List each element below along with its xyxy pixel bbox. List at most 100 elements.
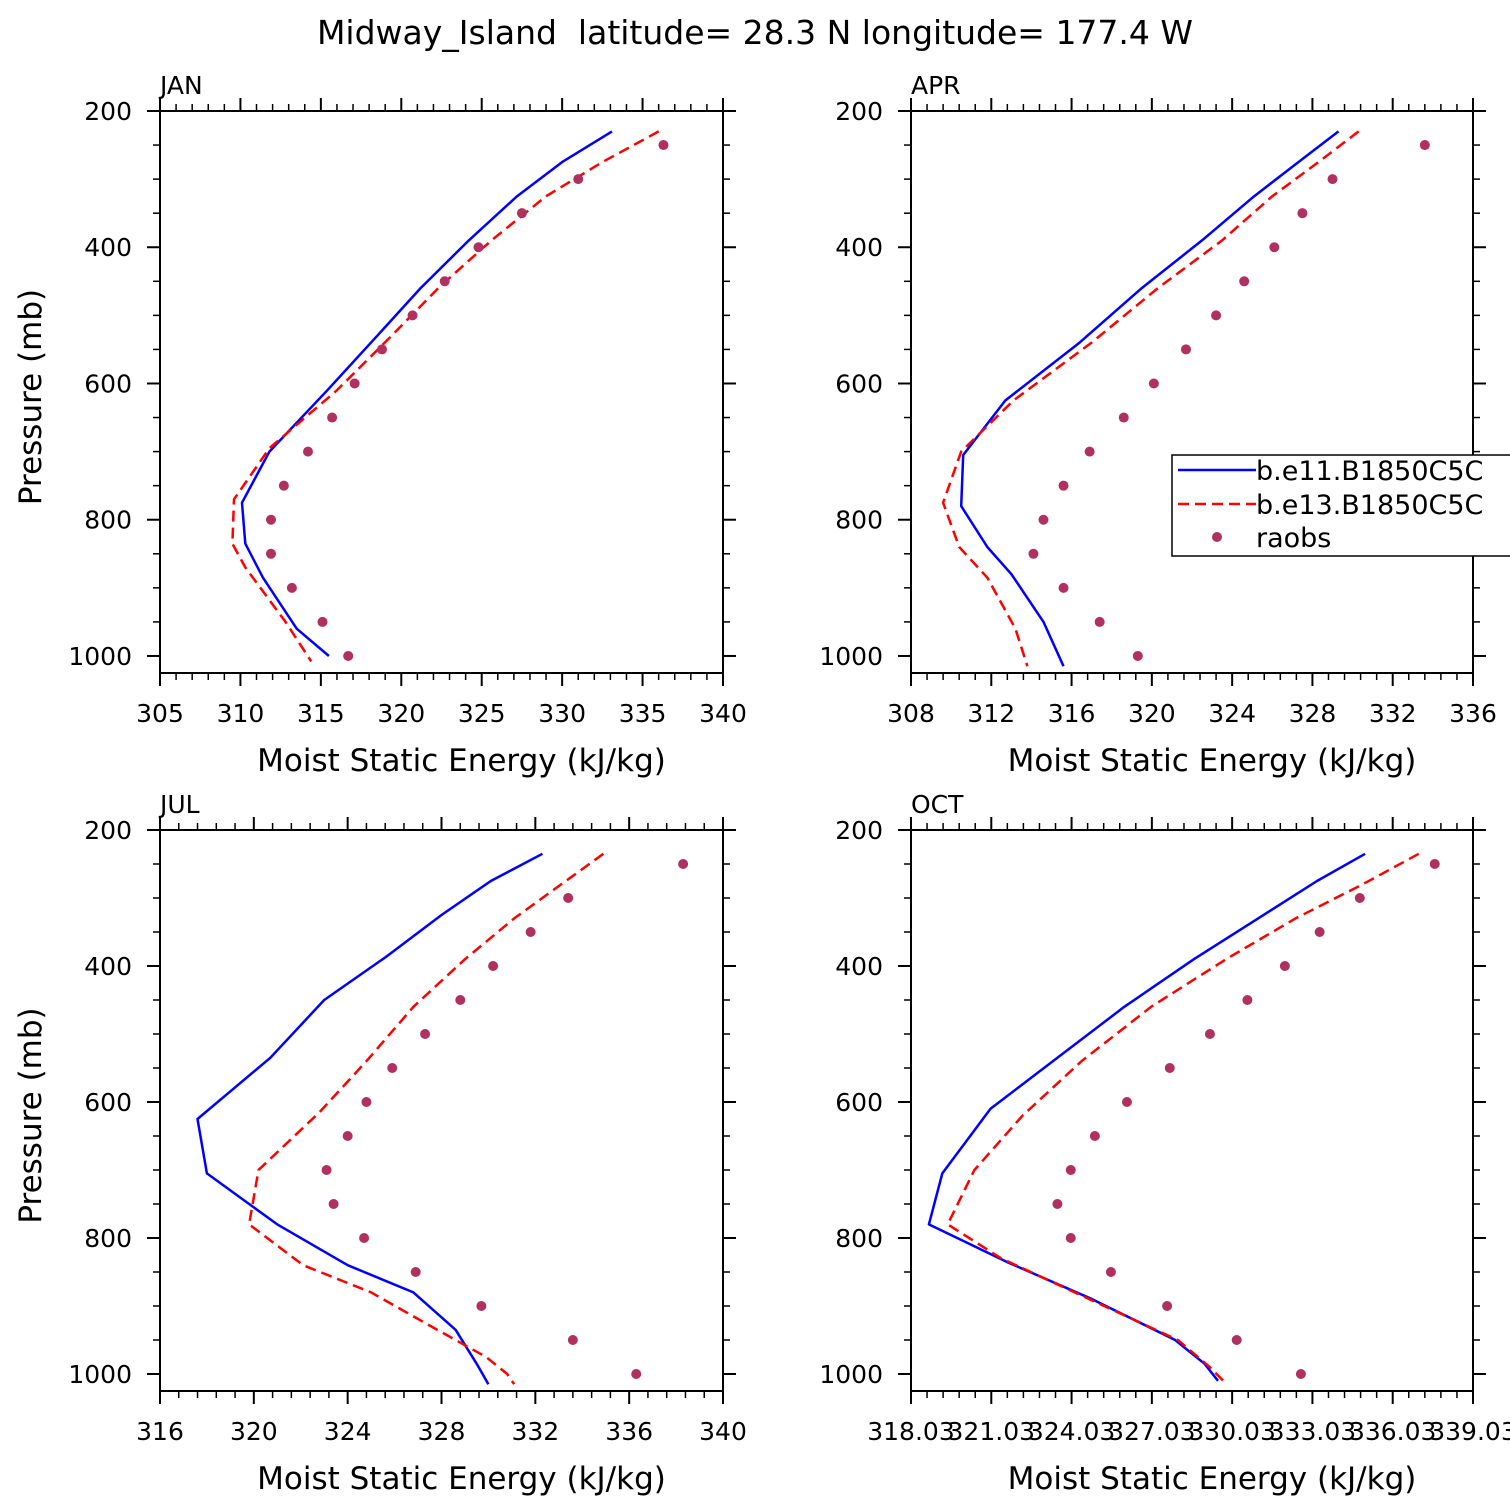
- legend-label-series2: b.e13.B1850C5C: [1256, 490, 1483, 521]
- x-tick-label: 324: [1208, 699, 1256, 728]
- x-axis-title: Moist Static Energy (kJ/kg): [257, 1461, 666, 1497]
- x-tick-label: 324: [324, 1417, 372, 1446]
- raobs-point: [1084, 446, 1095, 457]
- raobs-point: [410, 1267, 421, 1277]
- raobs-point: [302, 446, 313, 457]
- raobs-point: [1419, 140, 1430, 151]
- x-tick-label: 320: [1128, 699, 1176, 728]
- x-tick-label: 316: [136, 1417, 184, 1446]
- panel-jan: JAN 305 310 315 320 325 330 335 340 200 400 600 800 1…: [13, 71, 747, 779]
- panels: JAN 305 310 315 320 325 330 335 340 200 400 600 800 1…: [13, 71, 1510, 1497]
- x-tick-label: 336.03: [1349, 1417, 1436, 1446]
- raobs-point: [321, 1165, 332, 1175]
- raobs-point: [1094, 616, 1105, 627]
- raobs-point: [1231, 1335, 1242, 1345]
- raobs-point: [1279, 961, 1290, 971]
- plot-frame: [910, 829, 1474, 1392]
- x-tick-label: 321.03: [948, 1417, 1035, 1446]
- figure-title: Midway_Island latitude= 28.3 N longitude…: [317, 13, 1193, 52]
- x-tick-label: 318.03: [867, 1417, 954, 1446]
- series-line-b-e11: [240, 130, 613, 657]
- x-tick-label: 332: [511, 1417, 559, 1446]
- raobs-point: [1429, 859, 1440, 869]
- y-tick-label: 200: [84, 97, 132, 126]
- y-tick-label: 800: [835, 506, 883, 535]
- raobs-point: [407, 310, 418, 321]
- raobs-point: [476, 1301, 487, 1311]
- raobs-point: [1058, 582, 1069, 593]
- raobs-point: [317, 616, 328, 627]
- y-tick-label: 200: [835, 97, 883, 126]
- x-tick-label: 330.03: [1188, 1417, 1275, 1446]
- raobs-point: [1121, 1097, 1132, 1107]
- x-tick-label: 339.03: [1429, 1417, 1510, 1446]
- x-tick-label: 320: [377, 699, 425, 728]
- raobs-point: [488, 961, 499, 971]
- raobs-point: [1164, 1063, 1175, 1073]
- y-tick-label: 1000: [819, 1360, 883, 1389]
- raobs-point: [1327, 174, 1338, 185]
- x-tick-label: 328: [418, 1417, 466, 1446]
- y-tick-label: 600: [835, 369, 883, 398]
- series-line-b-e13: [247, 852, 605, 1385]
- y-tick-label: 400: [84, 233, 132, 262]
- x-tick-label: 324.03: [1028, 1417, 1115, 1446]
- x-tick-label: 335: [619, 699, 667, 728]
- x-tick-label: 308: [887, 699, 935, 728]
- x-tick-label: 312: [967, 699, 1015, 728]
- raobs-point: [563, 893, 574, 903]
- y-tick-label: 600: [835, 1088, 883, 1117]
- raobs-point: [278, 480, 289, 491]
- y-tick-label: 400: [835, 952, 883, 981]
- raobs-point: [1239, 276, 1250, 287]
- y-tick-label: 800: [84, 1224, 132, 1253]
- raobs-point: [525, 927, 536, 937]
- raobs-point: [1269, 242, 1280, 253]
- x-tick-label: 328: [1289, 699, 1337, 728]
- raobs-point: [1180, 344, 1191, 355]
- x-tick-label: 316: [1048, 699, 1096, 728]
- series-line-b-e13: [946, 852, 1420, 1382]
- y-axis-title: Pressure (mb): [13, 289, 49, 505]
- legend-marker-obs: [1212, 532, 1222, 542]
- panel-oct: OCT318.03321.03324.03327.03330.03333.033…: [819, 790, 1510, 1497]
- series-line-b-e11: [927, 852, 1366, 1382]
- raobs-point: [473, 242, 484, 253]
- plot-frame: [910, 110, 1474, 674]
- x-tick-label: 332: [1369, 699, 1417, 728]
- raobs-point: [455, 995, 466, 1005]
- raobs-point: [1211, 310, 1222, 321]
- raobs-point: [376, 344, 387, 355]
- panel-label: JUL: [158, 790, 200, 819]
- x-axis-title: Moist Static Energy (kJ/kg): [257, 743, 666, 779]
- plot-area: [927, 852, 1440, 1382]
- raobs-point: [1162, 1301, 1173, 1311]
- panel-label: JAN: [158, 71, 203, 100]
- raobs-point: [1242, 995, 1253, 1005]
- raobs-point: [361, 1097, 372, 1107]
- raobs-point: [1052, 1199, 1063, 1209]
- x-tick-label: 336: [605, 1417, 653, 1446]
- y-tick-label: 200: [835, 816, 883, 845]
- raobs-point: [631, 1369, 642, 1379]
- raobs-point: [516, 208, 527, 219]
- raobs-point: [1148, 378, 1159, 389]
- raobs-point: [342, 1131, 353, 1141]
- raobs-point: [1058, 480, 1069, 491]
- series-line-b-e13: [941, 130, 1360, 667]
- raobs-point: [1314, 927, 1325, 937]
- x-tick-label: 333.03: [1269, 1417, 1356, 1446]
- x-tick-label: 320: [230, 1417, 278, 1446]
- plot-area: [196, 852, 689, 1385]
- y-tick-label: 600: [84, 369, 132, 398]
- legend: b.e11.B1850C5C b.e13.B1850C5C raobs: [1171, 454, 1510, 557]
- raobs-point: [1297, 208, 1308, 219]
- legend-box: [1171, 454, 1510, 557]
- raobs-point: [359, 1233, 370, 1243]
- raobs-point: [265, 548, 276, 559]
- y-tick-label: 800: [835, 1224, 883, 1253]
- raobs-point: [343, 650, 354, 661]
- panel-label: APR: [911, 71, 961, 100]
- x-axis-title: Moist Static Energy (kJ/kg): [1008, 1461, 1417, 1497]
